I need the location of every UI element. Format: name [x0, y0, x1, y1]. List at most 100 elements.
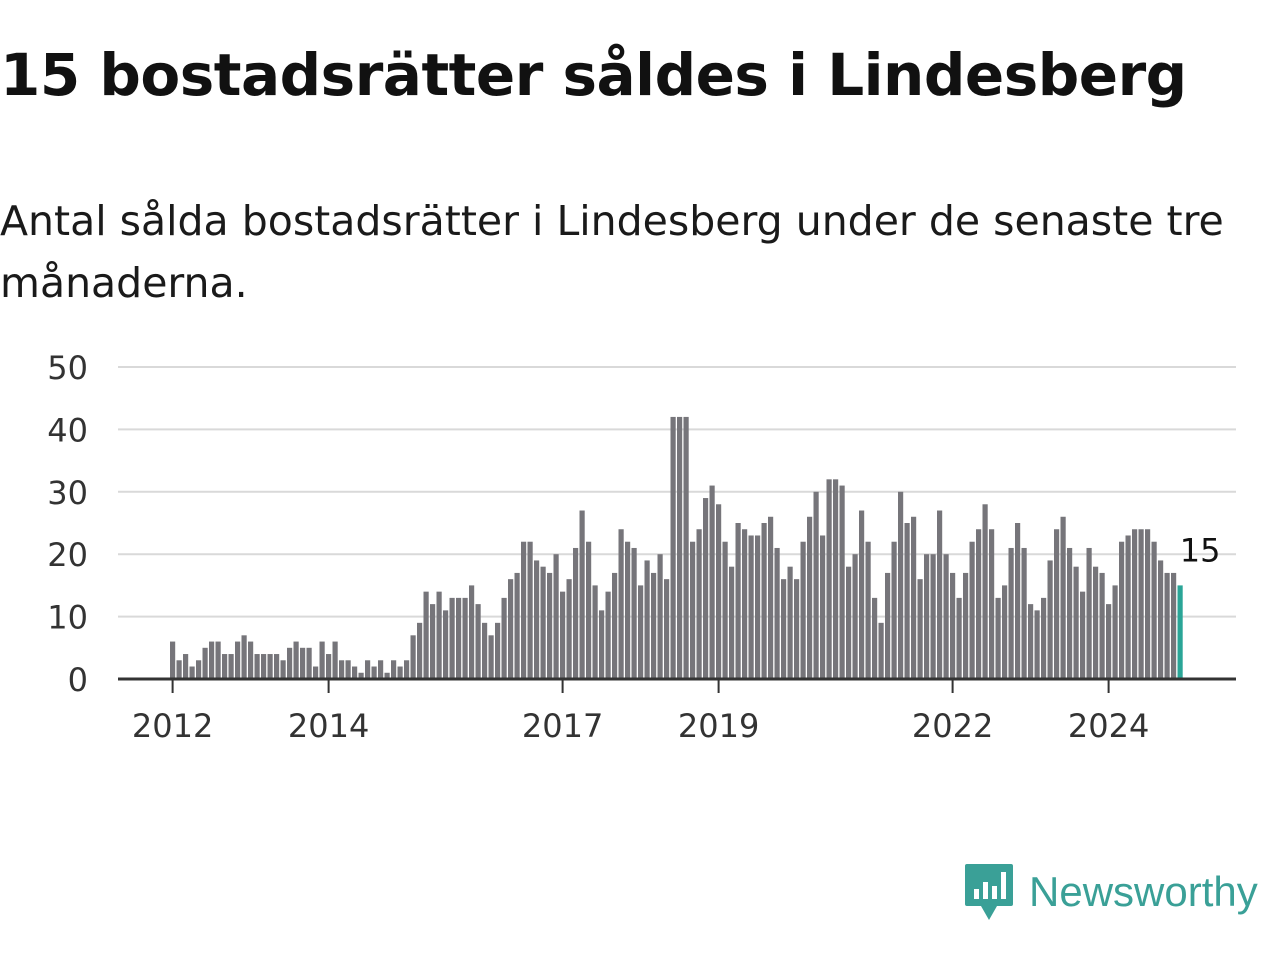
x-tick-label: 2017: [522, 707, 603, 745]
bar: [384, 672, 390, 679]
bar: [345, 660, 351, 679]
bar: [794, 579, 800, 679]
bar: [989, 529, 995, 679]
bar: [755, 535, 761, 679]
labels: 0 10 20 30 40 50 2012 2014 2017 2019 2022 2024 15: [47, 349, 1220, 745]
bar: [215, 641, 221, 679]
bar: [170, 641, 176, 679]
bar: [995, 597, 1001, 679]
bar: [436, 591, 442, 679]
bar: [774, 547, 780, 679]
bars: [170, 416, 1183, 679]
bar: [235, 641, 241, 679]
x-tick-label: 2019: [678, 707, 759, 745]
bar: [703, 498, 709, 679]
bar: [287, 647, 293, 679]
x-tick-label: 2014: [288, 707, 369, 745]
bar: [1086, 547, 1092, 679]
bar: [495, 622, 501, 679]
bar: [280, 660, 286, 679]
bar: [248, 641, 254, 679]
bar: [826, 479, 832, 679]
bar: [761, 523, 767, 679]
bar: [748, 535, 754, 679]
bar: [566, 579, 572, 679]
x-tick-label: 2022: [912, 707, 993, 745]
bar: [859, 510, 865, 679]
bar: [930, 554, 936, 679]
bar: [677, 416, 683, 679]
bar: [709, 485, 715, 679]
bar: [768, 516, 774, 679]
bar: [573, 547, 579, 679]
bar: [904, 523, 910, 679]
bar: [521, 541, 527, 679]
bar: [813, 491, 819, 679]
bar: [1067, 547, 1073, 679]
bar: [872, 597, 878, 679]
bar: [326, 654, 332, 679]
x-tick-label: 2012: [132, 707, 213, 745]
y-tick-label: 10: [47, 599, 88, 637]
bar: [352, 666, 358, 679]
highlight-bar: [1177, 585, 1183, 679]
bar: [183, 654, 189, 679]
y-tick-label: 30: [47, 474, 88, 512]
bar: [820, 535, 826, 679]
bar: [911, 516, 917, 679]
bar: [1132, 529, 1138, 679]
bar: [969, 541, 975, 679]
bar: [781, 579, 787, 679]
newsworthy-logo-icon: [965, 864, 1013, 920]
bar: [514, 572, 520, 679]
bar: [1041, 597, 1047, 679]
bar: [586, 541, 592, 679]
bar: [690, 541, 696, 679]
bar: [378, 660, 384, 679]
bar: [612, 572, 618, 679]
bar: [222, 654, 228, 679]
bar: [787, 566, 793, 679]
bar: [1158, 560, 1164, 679]
bar: [293, 641, 299, 679]
bar: [1099, 572, 1105, 679]
bar: [254, 654, 260, 679]
bar: [878, 622, 884, 679]
last-value-label: 15: [1180, 531, 1221, 569]
bar: [1093, 566, 1099, 679]
bar: [631, 547, 637, 679]
bar: [651, 572, 657, 679]
bar: [917, 579, 923, 679]
bar: [488, 635, 494, 679]
bar: [696, 529, 702, 679]
bar: [397, 666, 403, 679]
bar: [475, 604, 481, 679]
bar: [839, 485, 845, 679]
bar: [365, 660, 371, 679]
brand-logo: Newsworthy: [963, 862, 1258, 922]
bar: [1125, 535, 1131, 679]
bar: [196, 660, 202, 679]
bar: [1060, 516, 1066, 679]
bar: [1080, 591, 1086, 679]
bar: [1028, 604, 1034, 679]
y-tick-label: 20: [47, 536, 88, 574]
bar: [319, 641, 325, 679]
bar: [729, 566, 735, 679]
bar: [605, 591, 611, 679]
bar: [339, 660, 345, 679]
bar: [943, 554, 949, 679]
bar: [898, 491, 904, 679]
bar: [508, 579, 514, 679]
bar: [261, 654, 267, 679]
bar: [664, 579, 670, 679]
bar: [742, 529, 748, 679]
bar: [735, 523, 741, 679]
bar: [1151, 541, 1157, 679]
x-tick-label: 2024: [1068, 707, 1149, 745]
bar: [1008, 547, 1014, 679]
bar: [846, 566, 852, 679]
bar: [547, 572, 553, 679]
bar: [1047, 560, 1053, 679]
bar: [540, 566, 546, 679]
